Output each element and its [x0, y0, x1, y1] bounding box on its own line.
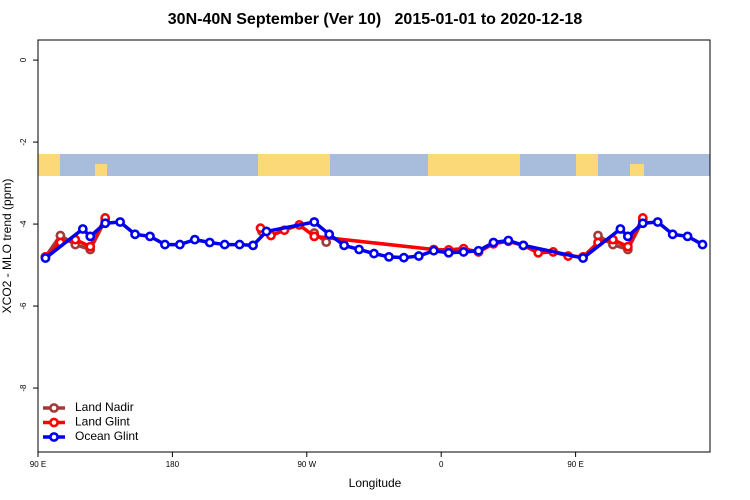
data-point — [77, 224, 88, 234]
data-point — [40, 253, 51, 263]
data-point — [234, 239, 245, 250]
data-point — [189, 234, 200, 245]
data-point — [458, 247, 469, 257]
data-point — [682, 231, 693, 242]
data-point — [100, 218, 111, 229]
legend-label: Land Glint — [75, 415, 130, 429]
data-point — [309, 217, 320, 227]
map-band — [38, 154, 710, 176]
data-point — [174, 239, 185, 250]
data-point — [622, 241, 633, 252]
data-point — [85, 241, 96, 252]
data-point — [473, 245, 484, 256]
data-point — [115, 217, 126, 227]
data-point — [369, 248, 379, 259]
data-point — [248, 240, 258, 251]
data-point — [261, 226, 272, 237]
data-point — [145, 231, 155, 242]
x-tick-label: 0 — [439, 460, 444, 469]
x-axis-label: Longitude — [349, 476, 402, 490]
data-point — [697, 239, 708, 250]
data-point — [204, 237, 215, 248]
legend-label: Land Nadir — [75, 400, 134, 414]
data-point — [488, 237, 499, 248]
legend-label: Ocean Glint — [75, 429, 139, 443]
data-point — [384, 251, 394, 262]
data-point — [637, 218, 648, 229]
data-point — [443, 247, 454, 258]
y-tick-label: -6 — [19, 302, 28, 310]
data-point — [615, 224, 626, 234]
x-tick-label: 90 E — [567, 460, 583, 469]
data-point — [652, 217, 663, 227]
data-point — [354, 244, 364, 255]
y-tick-label: -4 — [19, 220, 28, 228]
data-point — [667, 229, 678, 240]
data-point — [413, 251, 424, 261]
data-point — [339, 240, 350, 251]
data-point — [622, 231, 633, 242]
x-tick-label: 90 E — [30, 460, 46, 469]
y-axis-label: XCO2 - MLO trend (ppm) — [0, 179, 14, 314]
y-tick-label: -2 — [19, 138, 28, 146]
data-point — [518, 240, 529, 251]
data-point — [130, 229, 140, 240]
y-tick-label: -8 — [19, 384, 28, 392]
data-point — [219, 239, 230, 250]
data-point — [324, 229, 335, 240]
data-point — [160, 239, 170, 250]
data-point — [578, 253, 588, 263]
data-point — [503, 235, 514, 246]
legend-marker — [49, 432, 59, 442]
chart-title: 30N-40N September (Ver 10) 2015-01-01 to… — [168, 11, 583, 28]
data-point — [398, 252, 409, 263]
legend-marker — [49, 417, 59, 428]
x-tick-label: 180 — [166, 460, 180, 469]
x-tick-label: 90 W — [297, 460, 316, 469]
data-point — [309, 231, 320, 242]
legend-marker — [49, 403, 59, 413]
data-point — [428, 245, 439, 256]
y-tick-label: 0 — [19, 57, 28, 62]
plot-frame — [37, 39, 711, 453]
data-point — [85, 231, 96, 242]
